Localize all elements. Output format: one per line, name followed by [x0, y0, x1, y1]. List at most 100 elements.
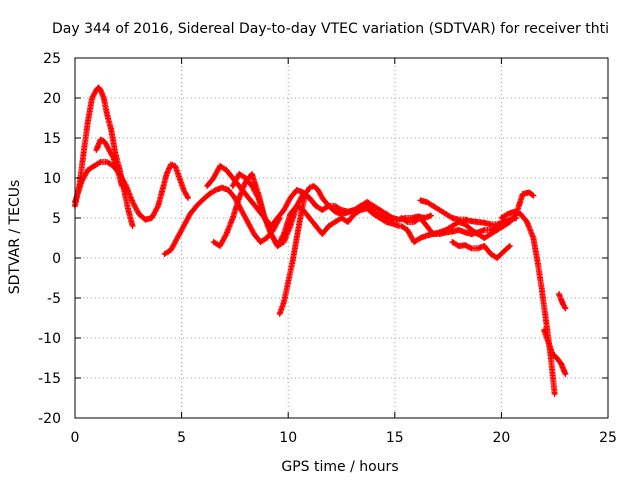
y-tick-label: 5	[52, 211, 61, 227]
data-point	[559, 298, 563, 301]
data-point	[116, 168, 119, 172]
data-point	[399, 216, 403, 220]
data-point	[237, 172, 241, 176]
data-point	[410, 216, 414, 220]
data-point	[137, 212, 141, 216]
data-point	[451, 224, 454, 228]
data-point	[225, 232, 228, 236]
series-arc-1	[72, 84, 136, 229]
data-point	[124, 184, 128, 188]
data-point	[288, 224, 292, 228]
data-point	[295, 236, 299, 240]
series-arc-7	[276, 183, 396, 317]
data-point	[120, 184, 124, 188]
data-point	[527, 191, 531, 194]
data-point	[470, 219, 473, 223]
x-tick-label: 5	[177, 430, 186, 446]
series-arc-8	[229, 171, 319, 249]
data-point	[546, 340, 550, 344]
data-point	[314, 224, 318, 228]
data-point	[419, 216, 422, 220]
data-point	[82, 152, 85, 156]
data-point	[489, 228, 493, 232]
data-point	[561, 303, 565, 306]
y-axis-tick-labels: 25 20 15 10 5 0 -5 -10 -15 -20	[38, 51, 61, 427]
data-point	[314, 204, 318, 208]
data-point	[99, 138, 102, 142]
data-point	[218, 164, 222, 168]
y-tick-label: 0	[52, 251, 61, 267]
data-point	[86, 120, 90, 124]
data-point	[220, 186, 224, 190]
data-point	[378, 214, 382, 218]
data-point	[495, 223, 499, 226]
grid-lines	[75, 58, 608, 418]
data-point	[500, 216, 503, 220]
data-point	[182, 224, 186, 228]
data-point	[291, 260, 294, 264]
data-point	[557, 292, 561, 296]
data-point	[94, 88, 98, 92]
data-point	[308, 186, 311, 190]
data-point	[525, 220, 529, 224]
data-point	[419, 199, 422, 202]
data-point	[80, 180, 83, 184]
y-tick-label: -5	[47, 291, 61, 307]
data-point	[282, 208, 286, 212]
data-point	[178, 176, 181, 180]
data-point	[86, 168, 90, 172]
x-axis-title: GPS time / hours	[281, 459, 398, 475]
data-point	[225, 168, 228, 172]
data-point	[495, 256, 499, 260]
data-point	[444, 212, 448, 216]
series-arc-3	[93, 136, 125, 189]
data-point	[239, 208, 243, 212]
data-point	[378, 208, 382, 212]
data-point	[532, 236, 535, 240]
data-point	[320, 196, 324, 200]
data-point	[463, 231, 467, 234]
data-point	[346, 220, 350, 224]
series-markers	[276, 183, 396, 317]
data-point	[112, 156, 115, 160]
data-point	[107, 148, 111, 152]
data-point	[340, 216, 343, 220]
data-point	[457, 228, 461, 232]
data-point	[244, 192, 248, 196]
series-arc-14	[541, 327, 569, 377]
data-point	[399, 224, 403, 228]
y-tick-label: 25	[43, 51, 61, 67]
data-point	[536, 260, 539, 264]
data-point	[470, 247, 473, 250]
data-point	[333, 220, 337, 224]
data-point	[103, 140, 107, 144]
data-point	[288, 196, 292, 200]
data-point	[320, 208, 324, 212]
data-point	[131, 200, 135, 204]
data-point	[489, 223, 493, 226]
data-point	[105, 112, 109, 116]
data-point	[227, 188, 230, 192]
data-point	[476, 220, 480, 224]
data-point	[169, 163, 173, 166]
data-point	[252, 232, 256, 236]
y-tick-label: -15	[38, 371, 61, 387]
x-tick-label: 10	[279, 430, 297, 446]
data-point	[144, 218, 147, 222]
data-point	[207, 192, 211, 196]
y-tick-label: 15	[43, 131, 61, 147]
data-point	[250, 200, 254, 204]
series-arc-2	[72, 159, 191, 223]
data-point	[553, 392, 557, 396]
data-point	[156, 204, 160, 208]
data-point	[365, 204, 369, 208]
data-point	[212, 240, 216, 244]
data-point	[406, 220, 409, 224]
series-arc-13	[498, 208, 558, 397]
data-point	[161, 188, 164, 192]
plot-frame	[74, 57, 609, 419]
x-tick-label: 0	[71, 430, 80, 446]
data-point	[532, 194, 535, 198]
data-point	[451, 216, 454, 220]
data-point	[476, 231, 480, 234]
